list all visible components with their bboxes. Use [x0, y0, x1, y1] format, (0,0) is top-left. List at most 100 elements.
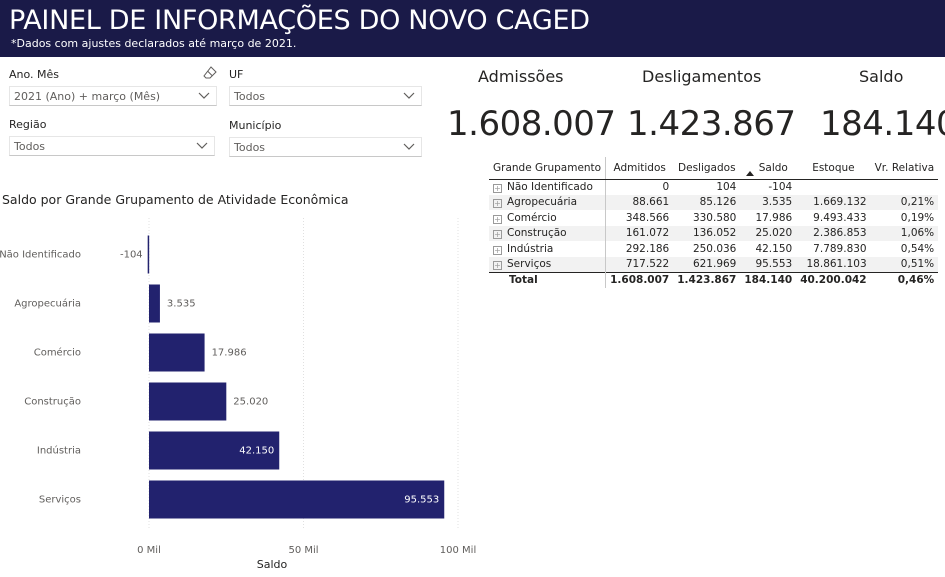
category-label: Comércio [34, 347, 81, 359]
data-label: 17.986 [212, 348, 247, 359]
header-banner: PAINEL DE INFORMAÇÕES DO NOVO CAGED *Dad… [0, 0, 945, 57]
x-axis-title: Saldo [257, 558, 288, 571]
bar[interactable] [149, 431, 280, 470]
bar[interactable] [149, 382, 227, 421]
cell-vr [870, 179, 939, 195]
cell-vr: 0,19% [870, 210, 939, 226]
ano-mes-dropdown[interactable]: 2021 (Ano) + março (Mês) [9, 86, 217, 106]
regiao-dropdown[interactable]: Todos [9, 136, 215, 156]
cell-desligados: 330.580 [673, 210, 741, 226]
slicer-municipio: Município Todos [229, 119, 422, 157]
uf-dropdown[interactable]: Todos [229, 86, 422, 106]
category-label: Serviços [39, 495, 81, 506]
expand-plus-icon[interactable]: + [493, 184, 502, 193]
category-label: Indústria [37, 445, 81, 457]
col-header-admitidos[interactable]: Admitidos [605, 157, 674, 180]
kpi-desligamentos-label: Desligamentos [642, 67, 762, 86]
row-name-cell: + Não Identificado [489, 179, 607, 195]
municipio-dropdown[interactable]: Todos [229, 137, 422, 157]
row-name: Comércio [507, 211, 557, 224]
col-header-desligados[interactable]: Desligados [673, 157, 741, 180]
chevron-down-icon [403, 143, 415, 150]
expand-plus-icon[interactable]: + [493, 261, 502, 270]
page-subtitle: *Dados com ajustes declarados até março … [11, 37, 297, 50]
expand-plus-icon[interactable]: + [493, 214, 502, 224]
kpi-admissoes-label: Admissões [478, 67, 564, 86]
slicer-regiao: Região Todos [9, 118, 215, 156]
x-tick-label: 100 Mil [440, 545, 476, 556]
kpi-admissoes-value: 1.608.007 [447, 104, 616, 144]
cell-vr: 0,54% [870, 241, 939, 257]
municipio-value: Todos [234, 141, 266, 154]
cell-desligados: 104 [673, 179, 741, 195]
cell-saldo: 17.986 [740, 210, 797, 226]
data-label: 95.553 [404, 495, 439, 506]
eraser-icon[interactable] [203, 66, 217, 80]
cell-estoque: 1.669.132 [796, 194, 871, 210]
cell-desligados: 621.969 [673, 256, 741, 272]
bar[interactable] [149, 333, 205, 372]
slicer-uf: UF Todos [229, 68, 422, 106]
cell-saldo: 3.535 [740, 194, 797, 210]
data-label: -104 [120, 250, 143, 261]
ano-mes-value: 2021 (Ano) + março (Mês) [14, 90, 161, 103]
row-name-cell: + Comércio [489, 210, 607, 226]
x-tick-label: 50 Mil [288, 545, 318, 556]
table-row[interactable]: + Construção 161.072 136.052 25.020 2.386.853… [489, 225, 939, 241]
uf-value: Todos [234, 90, 266, 103]
bar[interactable] [147, 235, 150, 274]
slicer-ano-mes: Ano. Mês 2021 (Ano) + março (Mês) [9, 66, 217, 106]
col-header-saldo[interactable]: Saldo [740, 157, 797, 180]
cell-estoque [796, 179, 871, 195]
chevron-down-icon [403, 92, 415, 99]
row-name: Indústria [507, 242, 554, 255]
total-vr: 0,46% [870, 271, 939, 288]
grupamento-matrix: Grande Grupamento Admitidos Desligados S… [489, 157, 939, 288]
bar[interactable] [149, 284, 160, 323]
col-header-grupamento[interactable]: Grande Grupamento [489, 157, 607, 180]
table-row[interactable]: + Não Identificado 0 104 -104 [489, 179, 939, 195]
cell-vr: 0,21% [870, 194, 939, 210]
cell-vr: 0,51% [870, 256, 939, 272]
cell-admitidos: 717.522 [605, 256, 674, 272]
x-tick-label: 0 Mil [137, 545, 161, 556]
total-estoque: 40.200.042 [796, 271, 871, 288]
cell-vr: 1,06% [870, 225, 939, 241]
cell-saldo: 95.553 [740, 256, 797, 272]
cell-saldo: -104 [740, 179, 797, 195]
cell-admitidos: 161.072 [605, 225, 674, 241]
cell-estoque: 18.861.103 [796, 256, 871, 272]
table-row[interactable]: + Serviços 717.522 621.969 95.553 18.861.103 0… [489, 256, 939, 272]
regiao-value: Todos [14, 140, 46, 153]
slicer-municipio-label: Município [229, 119, 282, 132]
page-title: PAINEL DE INFORMAÇÕES DO NOVO CAGED [9, 5, 590, 36]
row-name-cell: + Serviços [489, 256, 607, 272]
table-row[interactable]: + Comércio 348.566 330.580 17.986 9.493.433 0,… [489, 210, 939, 226]
slicer-regiao-label: Região [9, 118, 47, 131]
cell-estoque: 9.493.433 [796, 210, 871, 226]
expand-plus-icon[interactable]: + [493, 199, 502, 209]
cell-saldo: 42.150 [740, 241, 797, 257]
chevron-down-icon [196, 142, 208, 149]
sort-ascending-icon [746, 171, 755, 176]
table-row[interactable]: + Indústria 292.186 250.036 42.150 7.789.830 0… [489, 241, 939, 257]
row-name: Agropecuária [507, 196, 578, 209]
bar[interactable] [149, 480, 445, 519]
data-label: 42.150 [239, 446, 274, 457]
matrix-header-row: Grande Grupamento Admitidos Desligados S… [489, 157, 939, 180]
col-header-estoque[interactable]: Estoque [796, 157, 871, 180]
table-row[interactable]: + Agropecuária 88.661 85.126 3.535 1.669.132 0… [489, 194, 939, 210]
chart-title: Saldo por Grande Grupamento de Atividade… [2, 192, 349, 207]
total-saldo: 184.140 [740, 271, 797, 288]
total-admitidos: 1.608.007 [605, 271, 674, 288]
expand-plus-icon[interactable]: + [493, 245, 502, 255]
slicer-ano-mes-label: Ano. Mês [9, 68, 60, 81]
row-name: Serviços [507, 258, 552, 270]
category-label: Não Identificado [0, 250, 81, 261]
row-name-cell: + Indústria [489, 241, 607, 257]
expand-plus-icon[interactable]: + [493, 230, 502, 240]
row-name: Não Identificado [507, 181, 593, 193]
cell-admitidos: 88.661 [605, 194, 674, 210]
col-header-vr-relativa[interactable]: Vr. Relativa [870, 157, 939, 180]
col-header-saldo-label: Saldo [758, 161, 788, 174]
